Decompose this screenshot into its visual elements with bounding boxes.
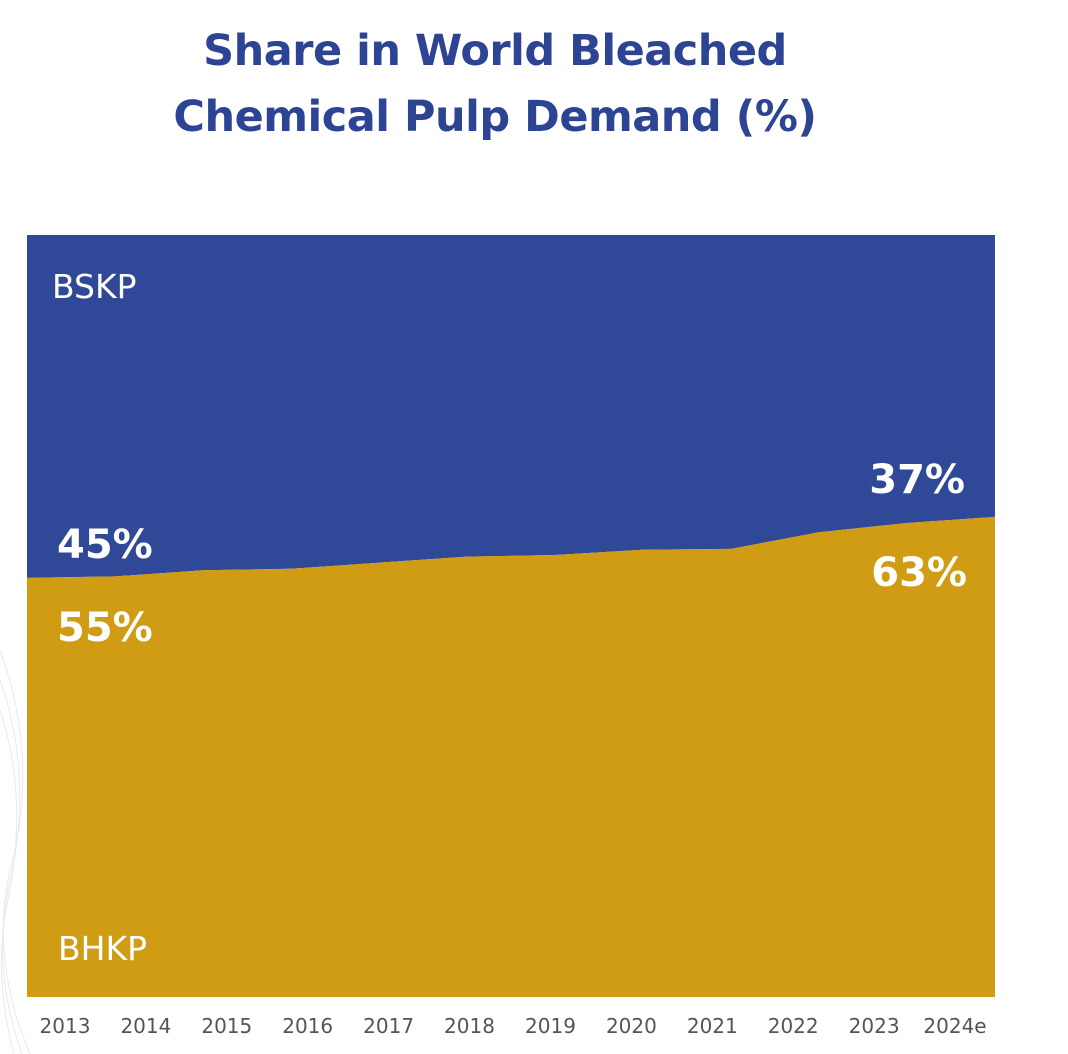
chart-title-line-1: Share in World Bleached [203, 26, 787, 76]
x-tick-label: 2014 [120, 1014, 171, 1038]
chart-labels: BSKP BHKP 45% 55% 37% 63% [52, 267, 967, 968]
data-label-bskp-end: 37% [869, 457, 965, 503]
x-tick-label: 2017 [363, 1014, 414, 1038]
area-bskp [27, 235, 995, 578]
data-label-bhkp-end: 63% [871, 550, 967, 596]
x-tick-label: 2015 [201, 1014, 252, 1038]
data-label-bhkp-start: 55% [57, 605, 153, 651]
chart-areas [27, 235, 995, 997]
x-axis-ticks: 2013 2014 2015 2016 2017 2018 2019 2020 2021 2022… [40, 1014, 987, 1038]
area-bhkp [27, 516, 995, 997]
chart-title-line-2: Chemical Pulp Demand (%) [173, 92, 817, 142]
x-tick-label: 2023 [849, 1014, 900, 1038]
chart-title: Share in World Bleached Chemical Pulp De… [0, 18, 990, 150]
x-tick-label: 2021 [687, 1014, 738, 1038]
decorative-curves [0, 649, 31, 1054]
x-tick-label: 2024e [923, 1014, 986, 1038]
series-label-bhkp: BHKP [58, 929, 147, 968]
x-tick-label: 2019 [525, 1014, 576, 1038]
data-label-bskp-start: 45% [57, 522, 153, 568]
x-tick-label: 2020 [606, 1014, 657, 1038]
x-tick-label: 2022 [768, 1014, 819, 1038]
series-label-bskp: BSKP [52, 267, 137, 306]
x-tick-label: 2013 [40, 1014, 91, 1038]
x-tick-label: 2016 [282, 1014, 333, 1038]
x-tick-label: 2018 [444, 1014, 495, 1038]
